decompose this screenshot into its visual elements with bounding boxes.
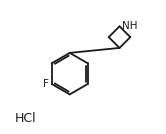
Text: HCl: HCl xyxy=(15,112,37,125)
Text: F: F xyxy=(43,79,49,89)
Text: NH: NH xyxy=(122,21,137,31)
